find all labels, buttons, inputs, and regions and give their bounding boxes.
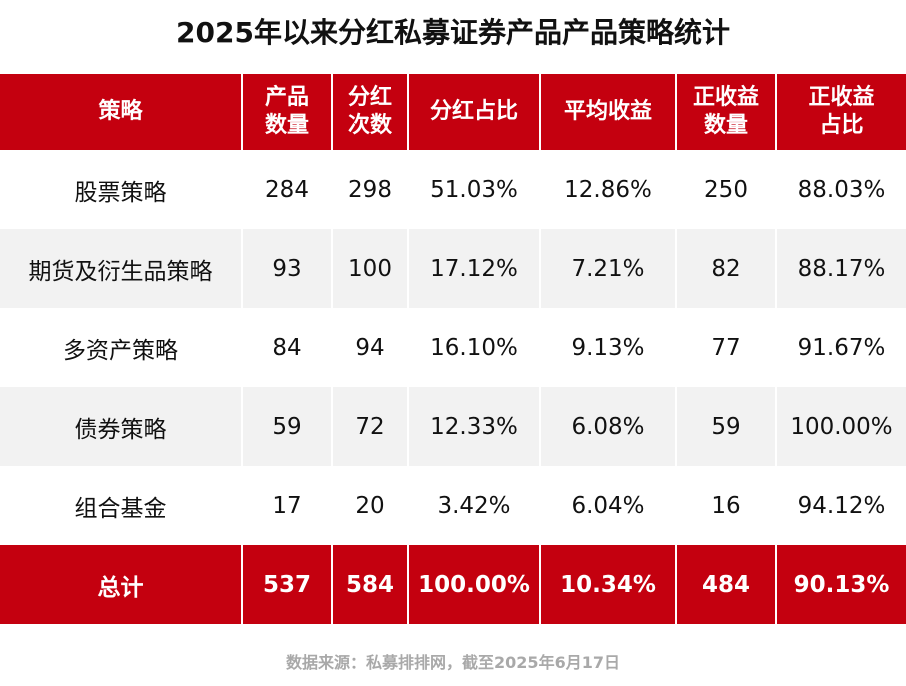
cell-avg-return: 7.21% xyxy=(539,229,676,308)
cell-positive-share: 88.03% xyxy=(775,150,906,229)
cell-positive-share: 91.67% xyxy=(775,308,906,387)
cell-positive-share: 94.12% xyxy=(775,466,906,545)
cell-dividend-share: 12.33% xyxy=(407,387,540,466)
col-header-positive-share-line-1: 正收益 xyxy=(808,85,875,110)
cell-total-avg-return: 10.34% xyxy=(539,545,676,624)
cell-avg-return: 12.86% xyxy=(539,150,676,229)
cell-avg-return: 6.04% xyxy=(539,466,676,545)
cell-positive-count: 250 xyxy=(675,150,776,229)
col-header-dividend-times-line-1: 分红 xyxy=(347,85,392,110)
cell-strategy: 债券策略 xyxy=(0,387,242,466)
cell-strategy: 组合基金 xyxy=(74,495,167,522)
cell-product-count: 93 xyxy=(241,229,332,308)
col-header-product-count: 产品 数量 xyxy=(241,74,332,150)
cell-product-count: 59 xyxy=(241,387,332,466)
col-header-dividend-times-line-2: 次数 xyxy=(347,113,392,138)
cell-avg-return: 9.13% xyxy=(539,308,676,387)
cell-total-dividend-share: 100.00% xyxy=(407,545,540,624)
cell-total-product-count: 537 xyxy=(241,545,332,624)
cell-strategy: 股票策略 xyxy=(74,179,167,206)
table-row-total: 总计 537 584 100.00% 10.34% 484 90.13% xyxy=(0,545,906,624)
cell-positive-count: 16 xyxy=(675,466,776,545)
col-header-product-count-line-1: 产品 xyxy=(264,85,309,110)
cell-strategy: 期货及衍生品策略 xyxy=(0,229,242,308)
col-header-avg-return: 平均收益 xyxy=(539,74,676,150)
cell-positive-share: 100.00% xyxy=(775,387,906,466)
source-note: 数据来源：私募排排网，截至2025年6月17日 xyxy=(286,653,620,672)
col-header-avg-return-line-1: 平均收益 xyxy=(563,99,652,124)
cell-total-dividend-times: 584 xyxy=(331,545,408,624)
col-header-positive-count: 正收益 数量 xyxy=(675,74,776,150)
table-row-futures: 期货及衍生品策略 93 100 17.12% 7.21% 82 88.17% xyxy=(0,229,906,308)
col-header-product-count-line-2: 数量 xyxy=(264,113,309,138)
cell-product-count: 284 xyxy=(241,150,332,229)
cell-product-count: 17 xyxy=(241,466,332,545)
col-header-dividend-share: 分红占比 xyxy=(407,74,540,150)
cell-positive-count: 82 xyxy=(675,229,776,308)
cell-positive-share: 88.17% xyxy=(775,229,906,308)
cell-avg-return: 6.08% xyxy=(539,387,676,466)
table-row-bond: 债券策略 59 72 12.33% 6.08% 59 100.00% xyxy=(0,387,906,466)
cell-dividend-share: 3.42% xyxy=(407,466,540,545)
cell-positive-count: 77 xyxy=(675,308,776,387)
col-header-positive-share: 正收益 占比 xyxy=(775,74,906,150)
cell-dividend-times: 20 xyxy=(331,466,408,545)
table-row-stock: 股票策略 284 298 51.03% 12.86% 250 88.03% xyxy=(0,150,906,229)
col-header-dividend-times: 分红 次数 xyxy=(331,74,408,150)
col-header-positive-count-line-1: 正收益 xyxy=(692,85,759,110)
col-header-dividend-share-line-1: 分红占比 xyxy=(429,99,518,124)
cell-positive-count: 59 xyxy=(675,387,776,466)
cell-dividend-times: 94 xyxy=(331,308,408,387)
col-header-strategy-line-1: 策略 xyxy=(98,99,143,124)
col-header-positive-share-line-2: 占比 xyxy=(819,113,864,138)
cell-dividend-share: 17.12% xyxy=(407,229,540,308)
table-title: 2025年以来分红私募证券产品产品策略统计 xyxy=(176,16,730,49)
cell-dividend-times: 298 xyxy=(331,150,408,229)
strategy-table: 策略 产品 数量 分红 次数 分红占比 平均收益 正收益 数量 正收益 xyxy=(0,74,906,624)
col-header-positive-count-line-2: 数量 xyxy=(703,113,748,138)
col-header-strategy: 策略 xyxy=(0,74,242,150)
cell-strategy: 多资产策略 xyxy=(63,337,178,364)
cell-product-count: 84 xyxy=(241,308,332,387)
header-row: 策略 产品 数量 分红 次数 分红占比 平均收益 正收益 数量 正收益 xyxy=(0,74,906,150)
cell-dividend-share: 51.03% xyxy=(407,150,540,229)
cell-total-positive-count: 484 xyxy=(675,545,776,624)
cell-total-label: 总计 xyxy=(0,545,242,624)
cell-dividend-share: 16.10% xyxy=(407,308,540,387)
table-row-fof: 组合基金 17 20 3.42% 6.04% 16 94.12% xyxy=(0,466,906,545)
cell-dividend-times: 100 xyxy=(331,229,408,308)
cell-total-positive-share: 90.13% xyxy=(775,545,906,624)
cell-dividend-times: 72 xyxy=(331,387,408,466)
table-row-multi-asset: 多资产策略 84 94 16.10% 9.13% 77 91.67% xyxy=(0,308,906,387)
